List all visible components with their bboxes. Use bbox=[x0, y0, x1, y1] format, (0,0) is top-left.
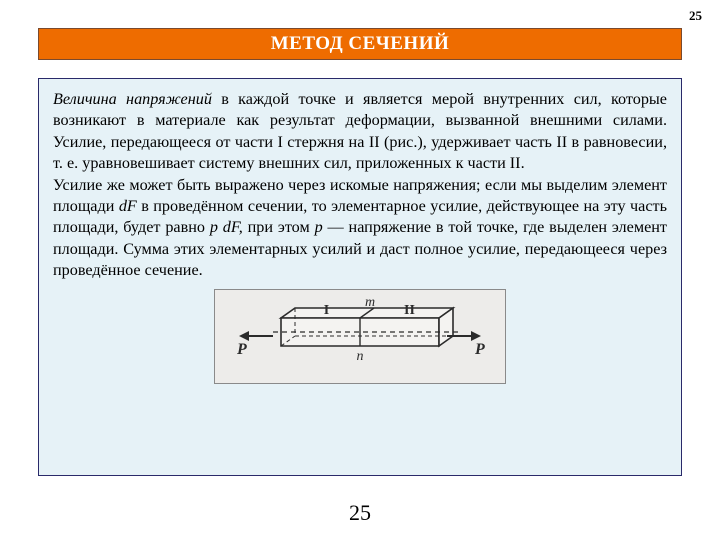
var-dF: dF bbox=[119, 197, 137, 215]
var-p: p bbox=[315, 218, 323, 236]
slide: 25 МЕТОД СЕЧЕНИЙ Величина напряжений в к… bbox=[0, 0, 720, 540]
svg-text:II: II bbox=[404, 303, 415, 318]
page-number-bottom: 25 bbox=[0, 500, 720, 526]
svg-text:I: I bbox=[324, 303, 329, 318]
diagram-wrap: PPIIImn bbox=[53, 289, 667, 384]
svg-text:P: P bbox=[236, 341, 247, 358]
var-pdF: p dF, bbox=[210, 218, 243, 236]
beam-diagram: PPIIImn bbox=[214, 289, 506, 384]
body-text: Величина напряжений в каждой точке и явл… bbox=[53, 89, 667, 281]
beam-svg: PPIIImn bbox=[225, 296, 495, 374]
svg-text:n: n bbox=[357, 349, 364, 364]
svg-text:m: m bbox=[365, 296, 375, 310]
lead-phrase: Величина напряжений bbox=[53, 90, 212, 108]
svg-text:P: P bbox=[474, 341, 485, 358]
page-number-top: 25 bbox=[689, 8, 702, 24]
title-bar: МЕТОД СЕЧЕНИЙ bbox=[38, 28, 682, 60]
content-box: Величина напряжений в каждой точке и явл… bbox=[38, 78, 682, 476]
p2-c: при этом bbox=[243, 218, 315, 236]
